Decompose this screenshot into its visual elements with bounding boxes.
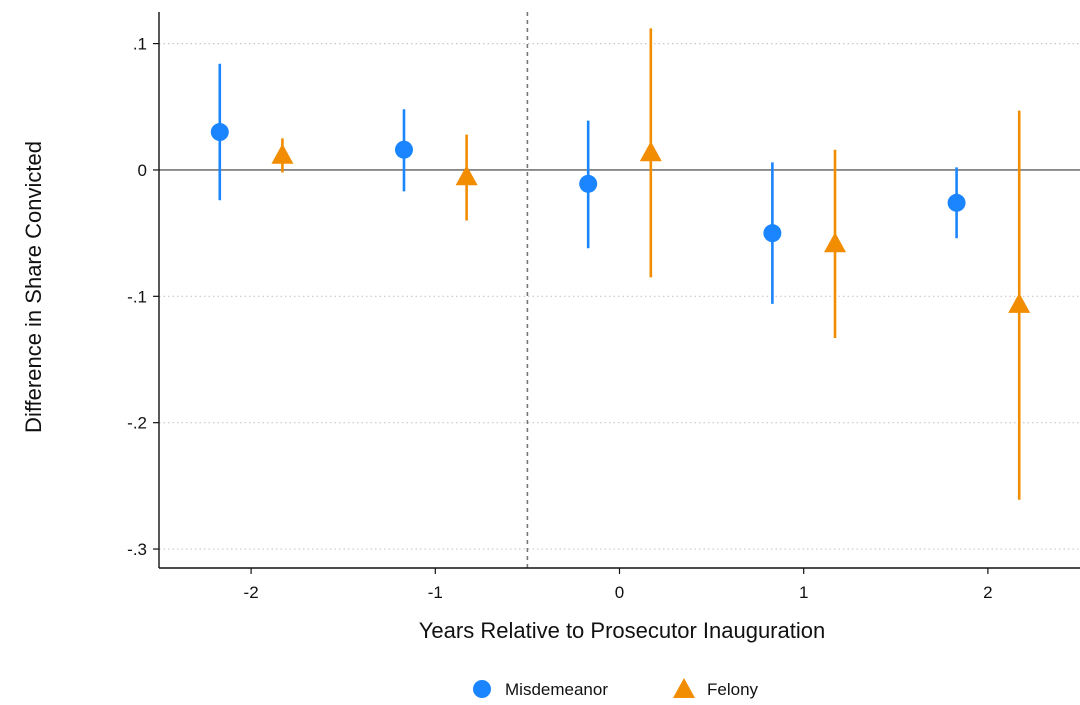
data-marks	[210, 28, 1031, 500]
x-axis-ticks: -2 -1 0 1 2	[244, 568, 993, 602]
x-axis-label: Years Relative to Prosecutor Inauguratio…	[419, 618, 825, 643]
point-misdemeanor-4	[947, 193, 966, 212]
point-misdemeanor-0	[210, 123, 229, 142]
y-tick-label-2: -.1	[127, 287, 147, 306]
y-axis-ticks: .1 0 -.1 -.2 -.3	[127, 35, 159, 559]
legend-marker-misdemeanor	[473, 680, 491, 698]
x-tick-label-0: -2	[244, 583, 259, 602]
gridlines	[159, 42, 1080, 550]
legend-label-misdemeanor: Misdemeanor	[505, 680, 608, 699]
y-tick-label-3: -.2	[127, 414, 147, 433]
x-tick-label-1: -1	[428, 583, 443, 602]
y-tick-label-0: .1	[133, 35, 147, 54]
legend-marker-felony	[673, 678, 695, 698]
point-misdemeanor-1	[394, 140, 413, 159]
y-tick-label-4: -.3	[127, 540, 147, 559]
series-misdemeanor	[210, 63, 966, 304]
axes	[158, 12, 1080, 569]
y-axis-label: Difference in Share Convicted	[21, 141, 46, 433]
point-felony-2	[639, 141, 662, 162]
point-felony-1	[455, 165, 478, 186]
series-felony	[271, 28, 1031, 500]
x-tick-label-2: 0	[615, 583, 624, 602]
point-felony-4	[1008, 292, 1031, 313]
x-tick-label-4: 2	[983, 583, 992, 602]
point-felony-0	[271, 143, 294, 164]
reference-lines	[159, 12, 1080, 568]
point-felony-3	[824, 232, 847, 253]
point-misdemeanor-3	[763, 224, 782, 243]
legend: Misdemeanor Felony	[473, 678, 759, 699]
x-tick-label-3: 1	[799, 583, 808, 602]
point-misdemeanor-2	[579, 174, 598, 193]
legend-label-felony: Felony	[707, 680, 759, 699]
y-tick-label-1: 0	[138, 161, 147, 180]
